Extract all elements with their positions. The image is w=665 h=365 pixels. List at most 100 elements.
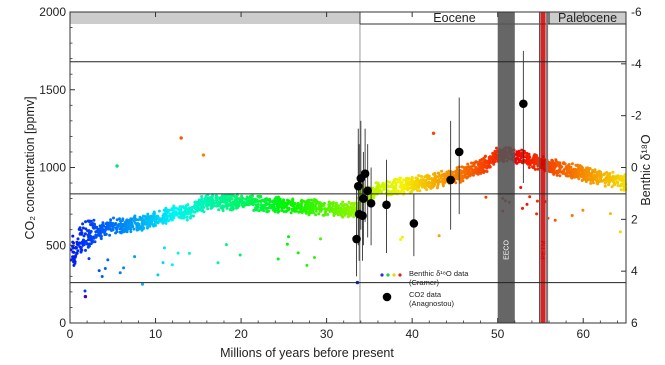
benthic-point (493, 158, 497, 162)
benthic-point (454, 181, 458, 185)
benthic-point (550, 158, 554, 162)
benthic-point (217, 203, 221, 207)
legend-benthic-swatch (392, 273, 396, 277)
benthic-point (153, 217, 157, 221)
benthic-point (225, 198, 229, 202)
benthic-point (291, 197, 295, 201)
benthic-point (259, 206, 263, 210)
benthic-point (431, 131, 436, 135)
benthic-point (433, 174, 437, 178)
benthic-point (72, 250, 76, 254)
benthic-point (96, 233, 100, 237)
benthic-point (141, 221, 145, 225)
benthic-point (602, 178, 606, 182)
benthic-point (570, 214, 574, 217)
benthic-point (89, 242, 93, 246)
x-tick-label: 10 (149, 327, 163, 341)
legend-benthic-swatch (386, 273, 390, 277)
benthic-point (515, 152, 519, 156)
benthic-point (588, 173, 592, 177)
benthic-point (309, 198, 313, 202)
benthic-point (430, 184, 434, 188)
benthic-point (245, 195, 249, 199)
benthic-point (460, 177, 464, 181)
benthic-point (296, 251, 300, 255)
benthic-point (269, 203, 273, 207)
benthic-point (533, 157, 537, 161)
benthic-point (338, 210, 342, 213)
benthic-point (469, 165, 473, 169)
benthic-point (591, 170, 595, 174)
benthic-point (607, 182, 611, 186)
benthic-point (176, 212, 180, 216)
benthic-point (221, 207, 224, 210)
benthic-point (184, 206, 188, 210)
benthic-point (228, 208, 232, 212)
benthic-point (613, 177, 617, 181)
event-label-petm: PETM (541, 240, 548, 260)
co2-point (454, 147, 464, 157)
benthic-point (89, 238, 93, 242)
benthic-point (204, 203, 208, 207)
benthic-point (99, 226, 103, 230)
benthic-point (201, 153, 206, 157)
benthic-point (487, 155, 491, 159)
benthic-point (165, 215, 169, 219)
benthic-point (533, 167, 537, 171)
benthic-point (217, 208, 221, 212)
y-tick-label: 1500 (39, 83, 66, 97)
benthic-point (455, 168, 459, 172)
benthic-point (282, 198, 286, 202)
benthic-point (274, 208, 278, 212)
benthic-point (411, 179, 415, 183)
benthic-point (257, 209, 261, 213)
benthic-point (83, 289, 87, 293)
benthic-point (143, 214, 147, 218)
benthic-point (484, 159, 488, 163)
y-tick-label: 0 (59, 316, 66, 330)
benthic-point (170, 263, 174, 267)
benthic-point (519, 186, 523, 189)
benthic-point (466, 162, 470, 166)
benthic-point (125, 227, 129, 231)
benthic-point (591, 181, 595, 185)
benthic-point (407, 177, 411, 181)
benthic-point (620, 179, 624, 183)
benthic-point (136, 228, 140, 231)
benthic-point (515, 150, 519, 154)
benthic-point (488, 161, 492, 165)
petm-edge (546, 12, 549, 323)
benthic-point (87, 235, 91, 239)
benthic-point (208, 200, 212, 204)
benthic-point (126, 221, 130, 224)
benthic-point (526, 162, 530, 166)
benthic-point (146, 212, 150, 216)
benthic-point (80, 240, 84, 244)
benthic-point (524, 155, 528, 159)
benthic-point (570, 162, 574, 166)
benthic-point (579, 165, 583, 168)
benthic-point (619, 188, 623, 192)
event-band-eeco (497, 12, 515, 323)
benthic-point (608, 172, 612, 176)
benthic-point (574, 174, 578, 178)
benthic-point (533, 153, 537, 157)
benthic-point (525, 202, 529, 206)
benthic-point (276, 203, 280, 207)
benthic-point (197, 198, 201, 202)
benthic-point (172, 216, 176, 220)
benthic-point (620, 182, 624, 186)
benthic-point (573, 167, 577, 171)
benthic-point (251, 202, 255, 206)
benthic-point (599, 170, 602, 174)
y2-axis-label: Benthic δ¹⁸O (639, 134, 653, 206)
benthic-point (476, 161, 480, 164)
era-strip-oligocene-neogene (70, 12, 360, 24)
benthic-point (603, 184, 607, 188)
benthic-point (142, 219, 146, 223)
benthic-point (140, 228, 144, 231)
benthic-point (376, 185, 380, 189)
benthic-point (472, 163, 476, 167)
benthic-point (570, 169, 574, 173)
co2-point (366, 198, 376, 208)
